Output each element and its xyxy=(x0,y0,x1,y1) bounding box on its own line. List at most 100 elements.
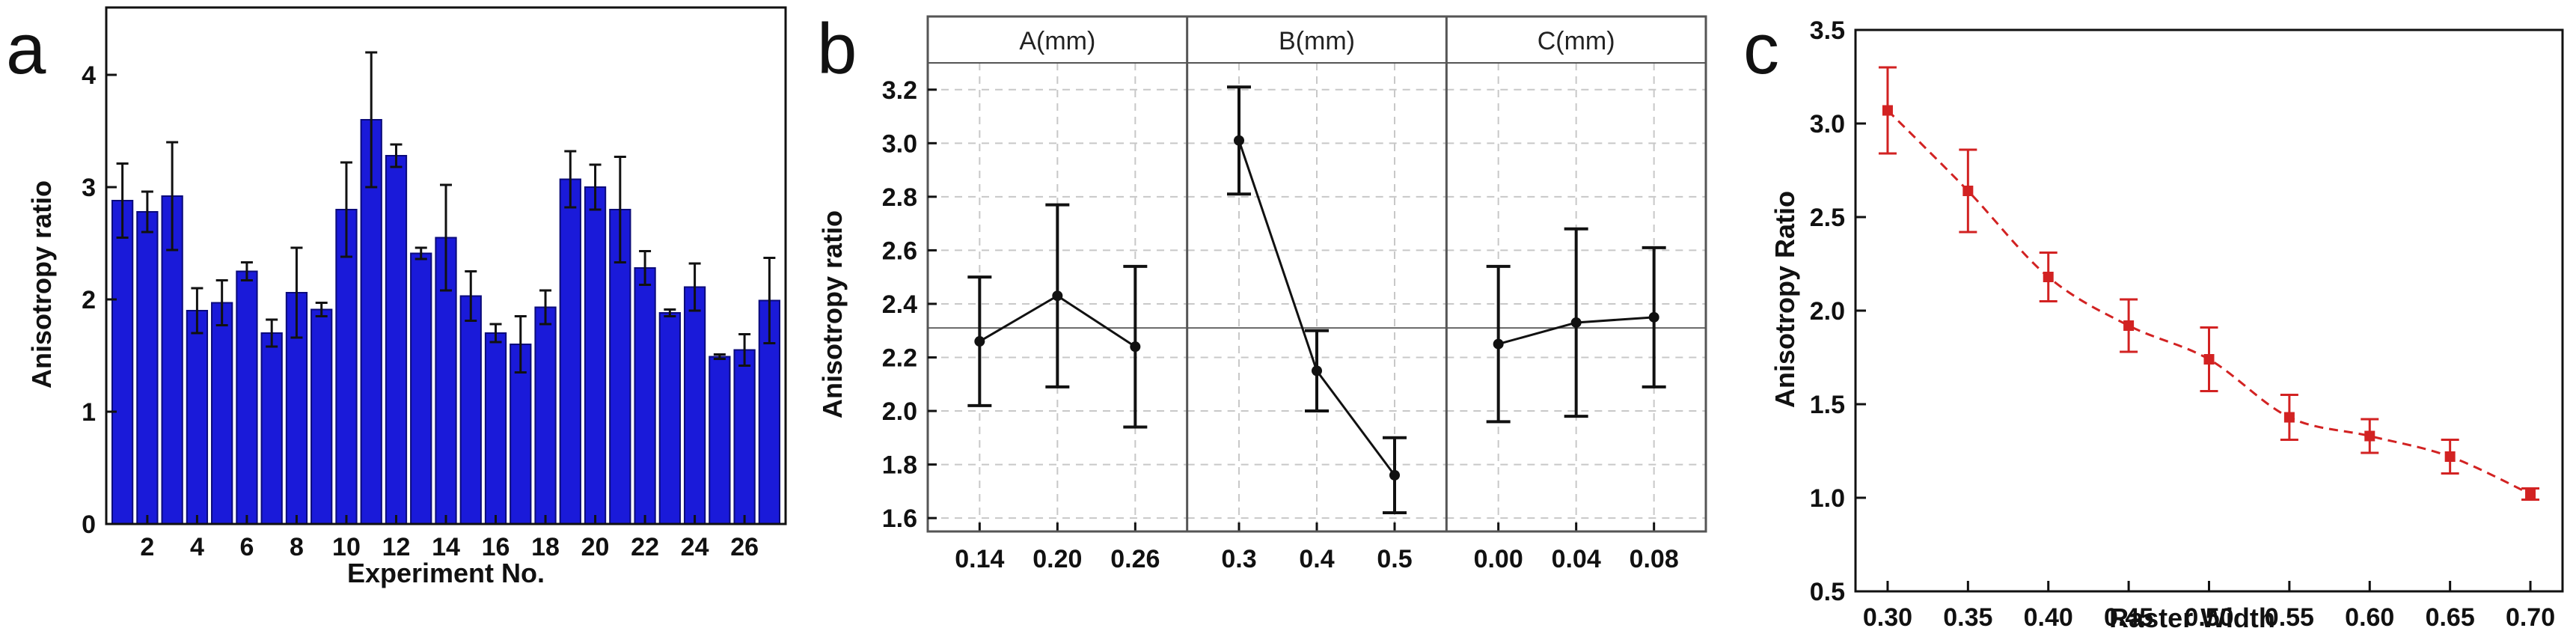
x-tick-label: 22 xyxy=(631,533,659,561)
y-tick-label: 1.0 xyxy=(1810,484,1845,513)
x-tick-label: 0.4 xyxy=(1299,545,1334,573)
fit-curve xyxy=(1886,109,2531,496)
bar xyxy=(733,349,756,525)
error-bar xyxy=(664,308,676,317)
x-tick-label: 0.20 xyxy=(1032,545,1082,573)
y-tick-label: 2.2 xyxy=(882,344,917,372)
data-point xyxy=(2364,430,2375,442)
error-bar xyxy=(340,161,352,258)
x-tick-label: 0.50 xyxy=(2184,603,2233,632)
data-point xyxy=(1882,105,1893,116)
bar xyxy=(335,209,358,525)
x-tick-label: 0.30 xyxy=(1863,603,1912,632)
panel-b-letter: b xyxy=(817,9,857,89)
error-bar xyxy=(639,250,652,286)
facet-2: B(mm) 0.3 0.4 0.5 xyxy=(1186,16,1447,573)
bar xyxy=(236,270,258,525)
x-tick-label: 0.04 xyxy=(1552,545,1601,573)
error-bar xyxy=(614,156,626,263)
error-bar xyxy=(414,246,427,260)
bar xyxy=(683,286,706,525)
bar xyxy=(410,252,432,525)
error-bar xyxy=(440,183,452,292)
facet-3: C(mm) 0.00 0.04 0.08 xyxy=(1445,16,1706,573)
bar xyxy=(484,332,507,525)
x-tick-label: 0.55 xyxy=(2265,603,2314,632)
error-bar xyxy=(465,270,477,322)
y-tick-label: 1.6 xyxy=(882,505,917,533)
x-tick-label: 0.60 xyxy=(2345,603,2394,632)
facet-title: C(mm) xyxy=(1538,27,1615,55)
bar xyxy=(385,155,408,525)
data-point xyxy=(974,336,985,347)
error-bar xyxy=(240,261,253,281)
x-tick-label: 0.65 xyxy=(2426,603,2475,632)
y-tick-label: 4 xyxy=(82,61,96,90)
bar xyxy=(186,310,209,525)
x-tick-label: 6 xyxy=(239,533,254,561)
error-bar xyxy=(738,333,751,367)
bar xyxy=(260,332,283,525)
x-tick-label: 18 xyxy=(531,533,560,561)
chart-a-ylabel: Anisotropy ratio xyxy=(26,180,57,388)
bar xyxy=(559,178,581,525)
x-tick-label: 0.00 xyxy=(1474,545,1523,573)
chart-c-xlabel: Raster Width xyxy=(2109,603,2275,633)
bar xyxy=(111,200,134,525)
y-tick-label: 2.0 xyxy=(1810,297,1845,326)
x-tick-label: 0.08 xyxy=(1630,545,1679,573)
error-bar xyxy=(215,279,228,326)
facet-title: A(mm) xyxy=(1019,27,1095,55)
y-tick-label: 3.2 xyxy=(882,76,917,105)
y-tick-label: 2.5 xyxy=(1810,204,1845,232)
plot-frame xyxy=(1854,28,2564,593)
facet-1: A(mm) 0.14 0.20 0.26 xyxy=(928,27,1187,573)
y-tick-label: 0 xyxy=(82,510,96,539)
x-tick-label: 16 xyxy=(482,533,510,561)
x-tick-label: 2 xyxy=(140,533,154,561)
x-tick-label: 10 xyxy=(332,533,361,561)
data-point xyxy=(1312,365,1322,377)
panel-a-letter: a xyxy=(6,9,46,89)
panel-c-letter: c xyxy=(1743,9,1779,89)
error-bar xyxy=(365,51,378,189)
y-tick-label: 1.8 xyxy=(882,451,917,480)
y-tick-label: 0.5 xyxy=(1810,578,1845,606)
error-bar xyxy=(514,315,527,374)
chart-b-plot: A(mm) 0.14 0.20 0.26 B(mm) 0.3 0.4 0.5 C(mm) 0.00… xyxy=(882,15,1707,573)
error-bar xyxy=(116,162,129,239)
y-tick-label: 3.5 xyxy=(1810,16,1845,45)
bar xyxy=(584,186,607,525)
bar xyxy=(310,308,333,525)
x-tick-label: 14 xyxy=(432,533,460,561)
x-tick-label: 0.3 xyxy=(1221,545,1256,573)
y-tick-label: 2 xyxy=(82,286,96,314)
facet-title: B(mm) xyxy=(1279,27,1355,55)
bar xyxy=(709,356,731,525)
bar xyxy=(634,267,656,525)
data-point xyxy=(1570,317,1582,328)
x-tick-label: 0.40 xyxy=(2024,603,2073,632)
y-tick-label: 1.5 xyxy=(1810,391,1845,419)
x-tick-label: 0.26 xyxy=(1110,545,1160,573)
data-point xyxy=(1052,290,1063,302)
error-bar xyxy=(688,262,701,312)
y-tick-label: 3.0 xyxy=(882,129,917,158)
chart-c-ylabel: Anisotropy Ratio xyxy=(1769,191,1800,408)
data-point xyxy=(1493,338,1504,350)
x-tick-label: 4 xyxy=(190,533,204,561)
bar xyxy=(534,306,557,525)
x-tick-label: 8 xyxy=(290,533,304,561)
x-tick-label: 20 xyxy=(581,533,610,561)
bar xyxy=(211,302,233,525)
error-bar xyxy=(266,318,278,348)
error-bar xyxy=(290,246,303,339)
error-bar xyxy=(589,163,602,211)
y-tick-label: 2.8 xyxy=(882,183,917,212)
data-point xyxy=(1389,469,1400,481)
data-point xyxy=(2203,354,2215,365)
data-point xyxy=(2444,451,2456,462)
y-tick-label: 1 xyxy=(82,398,96,427)
